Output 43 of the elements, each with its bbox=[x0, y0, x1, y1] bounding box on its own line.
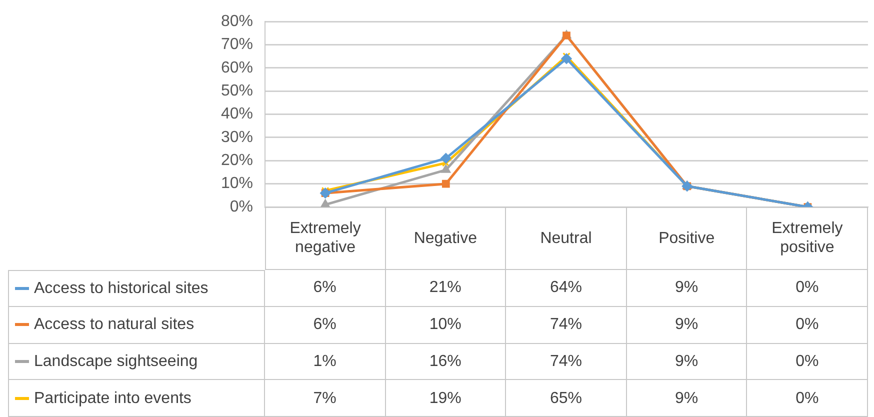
data-label: 16% bbox=[386, 344, 506, 380]
x-tick-label: Extremely negative bbox=[265, 207, 386, 270]
data-label: 9% bbox=[626, 306, 748, 344]
legend-label: Landscape sightseeing bbox=[34, 352, 198, 371]
data-label: 9% bbox=[626, 380, 748, 417]
y-tick-label: 20% bbox=[220, 152, 253, 170]
x-tick-label: Extremely positive bbox=[747, 207, 868, 270]
data-label: 19% bbox=[386, 380, 506, 417]
data-label: 65% bbox=[506, 380, 627, 417]
legend-label: Access to historical sites bbox=[34, 278, 208, 298]
data-label: 74% bbox=[506, 344, 627, 380]
y-tick-label: 80% bbox=[220, 13, 253, 30]
y-tick-label: 10% bbox=[220, 175, 253, 192]
y-tick-label: 0% bbox=[230, 198, 253, 216]
legend-label: Access to natural sites bbox=[34, 315, 194, 334]
data-label: 64% bbox=[506, 270, 627, 307]
y-tick-label: 40% bbox=[220, 106, 253, 123]
point bbox=[442, 180, 450, 188]
point bbox=[561, 53, 572, 64]
y-tick-label: 30% bbox=[220, 128, 253, 146]
data-label: 21% bbox=[386, 270, 506, 307]
point bbox=[441, 164, 451, 173]
x-tick-label: Negative bbox=[386, 207, 506, 270]
point bbox=[320, 199, 330, 207]
data-label: 9% bbox=[626, 270, 748, 307]
legend-label: Participate into events bbox=[34, 388, 192, 408]
x-tick-label: Neutral bbox=[506, 207, 627, 270]
data-label: 74% bbox=[506, 306, 627, 344]
data-label: 0% bbox=[747, 344, 868, 380]
data-label: 6% bbox=[265, 270, 386, 307]
data-label: 9% bbox=[626, 344, 748, 380]
data-label: 0% bbox=[747, 270, 868, 307]
y-tick-label: 70% bbox=[220, 36, 253, 54]
point bbox=[440, 153, 452, 164]
data-label: 10% bbox=[386, 306, 506, 344]
data-label: 0% bbox=[747, 306, 868, 344]
y-tick-label: 60% bbox=[220, 59, 253, 76]
data-label: 6% bbox=[265, 306, 386, 344]
y-tick-label: 50% bbox=[220, 82, 253, 100]
data-label: 0% bbox=[747, 380, 868, 417]
x-tick-label: Positive bbox=[626, 207, 748, 270]
data-label: 1% bbox=[265, 344, 386, 380]
data-label: 7% bbox=[265, 380, 386, 417]
